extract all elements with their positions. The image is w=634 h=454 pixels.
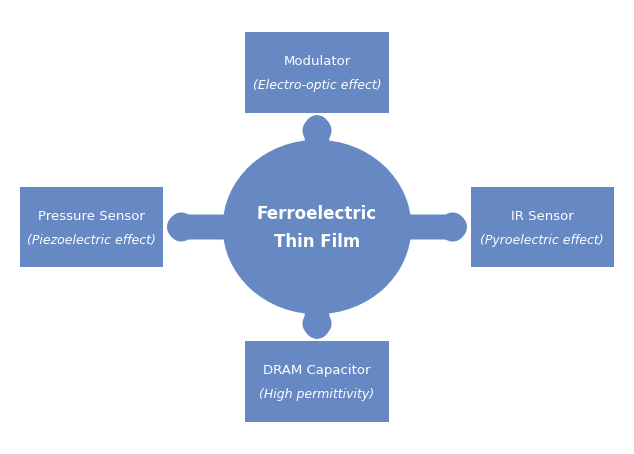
FancyBboxPatch shape: [20, 187, 164, 267]
FancyBboxPatch shape: [245, 32, 389, 113]
Text: Thin Film: Thin Film: [274, 233, 360, 251]
Text: (Electro-optic effect): (Electro-optic effect): [253, 79, 381, 92]
FancyBboxPatch shape: [470, 187, 614, 267]
Text: (Pyroelectric effect): (Pyroelectric effect): [481, 233, 604, 247]
Text: DRAM Capacitor: DRAM Capacitor: [263, 364, 371, 377]
Text: IR Sensor: IR Sensor: [511, 210, 574, 222]
Ellipse shape: [223, 140, 411, 314]
Text: (Piezoelectric effect): (Piezoelectric effect): [27, 233, 156, 247]
Text: Modulator: Modulator: [283, 55, 351, 68]
FancyBboxPatch shape: [245, 341, 389, 422]
Text: Pressure Sensor: Pressure Sensor: [39, 210, 145, 222]
Text: (High permittivity): (High permittivity): [259, 388, 375, 401]
Text: Ferroelectric: Ferroelectric: [257, 205, 377, 223]
